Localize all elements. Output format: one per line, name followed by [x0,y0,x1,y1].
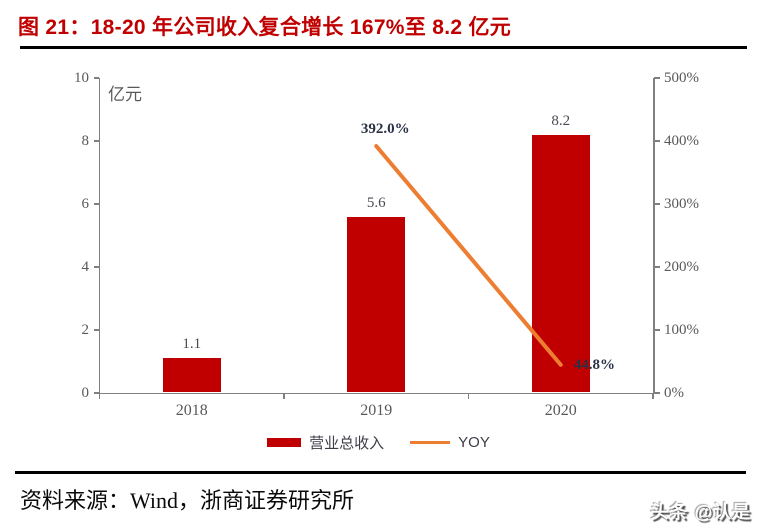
right-axis-tick-label: 500% [664,69,699,86]
right-axis-tick [654,392,660,394]
right-axis-tick-label: 0% [664,384,684,401]
bar-value-label-2018: 1.1 [182,336,202,353]
footer-divider [15,471,746,474]
right-axis-tick-label: 400% [664,132,699,149]
right-axis-tick [654,329,660,331]
right-axis-tick [654,140,660,142]
revenue-legend-swatch-icon [267,438,302,447]
legend-label-yoy: YOY [458,434,490,451]
left-axis-line [98,78,101,393]
right-axis-tick-label: 300% [664,195,699,212]
x-axis-tick [652,393,654,399]
figure-title: 图 21：18-20 年公司收入复合增长 167%至 8.2 亿元 [18,16,512,39]
yoy-point-label-2019: 392.0% [360,121,410,138]
left-axis-tick-label: 8 [81,132,90,149]
x-axis-tick [283,393,285,399]
watermark: 头条 @认是 [650,502,751,522]
left-axis-tick [93,266,99,268]
bar-value-label-2020: 8.2 [551,112,571,129]
bar-value-label-2019: 5.6 [366,194,386,211]
source-note: 资料来源：Wind，浙商证券研究所 [20,488,354,513]
left-axis-tick [93,77,99,79]
x-axis-tick [98,393,101,399]
left-axis-tick-label: 10 [74,69,89,86]
left-axis-unit-label: 亿元 [108,85,142,105]
right-axis-tick [654,77,660,79]
left-axis-tick-label: 0 [81,384,90,401]
bar-2020 [531,134,590,392]
x-axis-label-2018: 2018 [175,402,208,419]
left-axis-tick [93,140,99,142]
x-axis-label-2020: 2020 [544,402,577,419]
left-axis-tick-label: 4 [81,258,90,275]
yoy-point-label-2020: 44.8% [573,356,615,373]
x-axis-line [98,392,657,394]
right-axis-tick-label: 200% [664,258,699,275]
left-axis-tick [93,392,99,394]
left-axis-tick [93,203,99,205]
legend-item-revenue: 营业总收入 [267,432,384,453]
left-axis-tick [93,329,99,331]
yoy-legend-swatch-icon [410,440,451,445]
right-axis-tick [654,266,660,268]
title-divider [20,46,747,49]
right-axis-tick [654,203,660,205]
right-axis-line [653,78,655,393]
x-axis-label-2019: 2019 [360,402,393,419]
chart-legend: 营业总收入 YOY [0,432,757,453]
bar-2019 [347,216,406,392]
left-axis-tick-label: 6 [81,195,90,212]
left-axis-tick-label: 2 [81,321,90,338]
x-axis-tick [467,393,470,399]
legend-item-yoy: YOY [410,434,490,451]
bar-2018 [162,358,221,392]
legend-label-revenue: 营业总收入 [309,434,385,452]
right-axis-tick-label: 100% [664,321,699,338]
